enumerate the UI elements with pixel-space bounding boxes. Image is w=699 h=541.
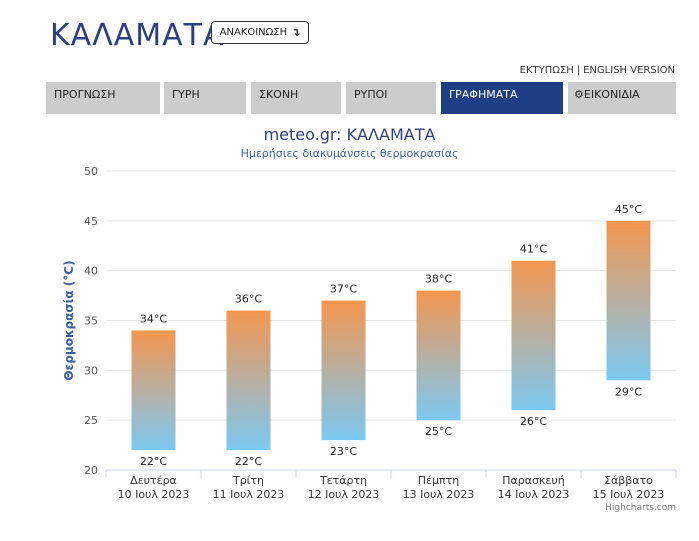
- max-temp-label: 36°C: [235, 293, 262, 306]
- english-version-link[interactable]: ENGLISH VERSION: [583, 65, 675, 76]
- x-tick-date: 14 Ιουλ 2023: [498, 488, 570, 501]
- min-temp-label: 22°C: [140, 455, 167, 468]
- temperature-bar: [511, 260, 556, 411]
- max-temp-label: 37°C: [330, 283, 357, 296]
- tab-charts[interactable]: ΓΡΑΦΗΜΑΤΑ: [441, 82, 563, 114]
- chart-title: meteo.gr: ΚΑΛΑΜΑΤΑ: [263, 125, 436, 144]
- tab-label: ΣΚΟΝΗ: [259, 88, 299, 101]
- y-tick-label: 20: [84, 464, 98, 477]
- chart-credits[interactable]: Highcharts.com: [605, 503, 676, 513]
- y-tick-label: 30: [84, 364, 98, 377]
- gear-icon: ⚙: [574, 88, 584, 101]
- tab-pollen[interactable]: ΓΥΡΗ: [164, 82, 246, 114]
- tab-dust[interactable]: ΣΚΟΝΗ: [251, 82, 341, 114]
- max-temp-label: 41°C: [520, 243, 547, 256]
- temperature-bar: [226, 310, 271, 451]
- arrow-down-icon: ↴: [291, 26, 301, 39]
- page-title: ΚΑΛΑΜΑΤΑ: [50, 18, 225, 53]
- temperature-bar: [606, 220, 651, 381]
- x-tick-date: 15 Ιουλ 2023: [593, 488, 665, 501]
- x-tick-date: 12 Ιουλ 2023: [308, 488, 380, 501]
- tab-bar: ΠΡΟΓΝΩΣΗ ΓΥΡΗ ΣΚΟΝΗ ΡΥΠΟΙ ΓΡΑΦΗΜΑΤΑ ⚙ΕΙΚ…: [46, 82, 676, 114]
- link-separator: |: [576, 65, 581, 76]
- x-tick-date: 10 Ιουλ 2023: [118, 488, 190, 501]
- temperature-bar: [131, 330, 176, 451]
- y-tick-label: 40: [84, 265, 98, 278]
- max-temp-label: 45°C: [615, 203, 642, 216]
- print-link[interactable]: ΕΚΤΥΠΩΣΗ: [519, 65, 574, 76]
- y-tick-label: 45: [84, 215, 98, 228]
- announcement-button[interactable]: ΑΝΑΚΟΙΝΩΣΗ ↴: [211, 21, 309, 44]
- y-tick-label: 35: [84, 315, 98, 328]
- chart-subtitle: Ημερήσιες διακυμάνσεις θερμοκρασίας: [240, 147, 459, 160]
- x-tick-day: Τρίτη: [232, 474, 264, 487]
- x-tick-day: Τετάρτη: [319, 474, 367, 487]
- temperature-bar: [321, 300, 366, 441]
- tab-label: ΕΙΚΟΝΙΔΙΑ: [583, 88, 640, 101]
- tab-label: ΓΡΑΦΗΜΑΤΑ: [449, 88, 518, 101]
- min-temp-label: 26°C: [520, 415, 547, 428]
- min-temp-label: 22°C: [235, 455, 262, 468]
- min-temp-label: 23°C: [330, 445, 357, 458]
- x-tick-day: Σάββατο: [604, 474, 653, 487]
- y-tick-label: 25: [84, 414, 98, 427]
- announcement-label: ΑΝΑΚΟΙΝΩΣΗ: [219, 27, 288, 38]
- x-tick-day: Δευτέρα: [130, 474, 177, 487]
- tab-forecast[interactable]: ΠΡΟΓΝΩΣΗ: [46, 82, 160, 114]
- temperature-bar: [416, 290, 461, 421]
- max-temp-label: 34°C: [140, 312, 167, 325]
- x-tick-day: Πέμπτη: [418, 474, 459, 487]
- y-tick-label: 50: [84, 165, 98, 178]
- x-tick-day: Παρασκευή: [502, 474, 565, 487]
- x-tick-date: 11 Ιουλ 2023: [213, 488, 285, 501]
- top-links: ΕΚΤΥΠΩΣΗ | ENGLISH VERSION: [520, 65, 675, 76]
- tab-icons[interactable]: ⚙ΕΙΚΟΝΙΔΙΑ: [568, 82, 676, 114]
- tab-label: ΡΥΠΟΙ: [354, 88, 388, 101]
- tab-label: ΠΡΟΓΝΩΣΗ: [54, 88, 116, 101]
- y-axis-title: Θερμοκρασία (°C): [62, 260, 76, 380]
- x-tick-date: 13 Ιουλ 2023: [403, 488, 475, 501]
- max-temp-label: 38°C: [425, 273, 452, 286]
- min-temp-label: 25°C: [425, 425, 452, 438]
- min-temp-label: 29°C: [615, 385, 642, 398]
- tab-pollutants[interactable]: ΡΥΠΟΙ: [346, 82, 436, 114]
- tab-label: ΓΥΡΗ: [172, 88, 200, 101]
